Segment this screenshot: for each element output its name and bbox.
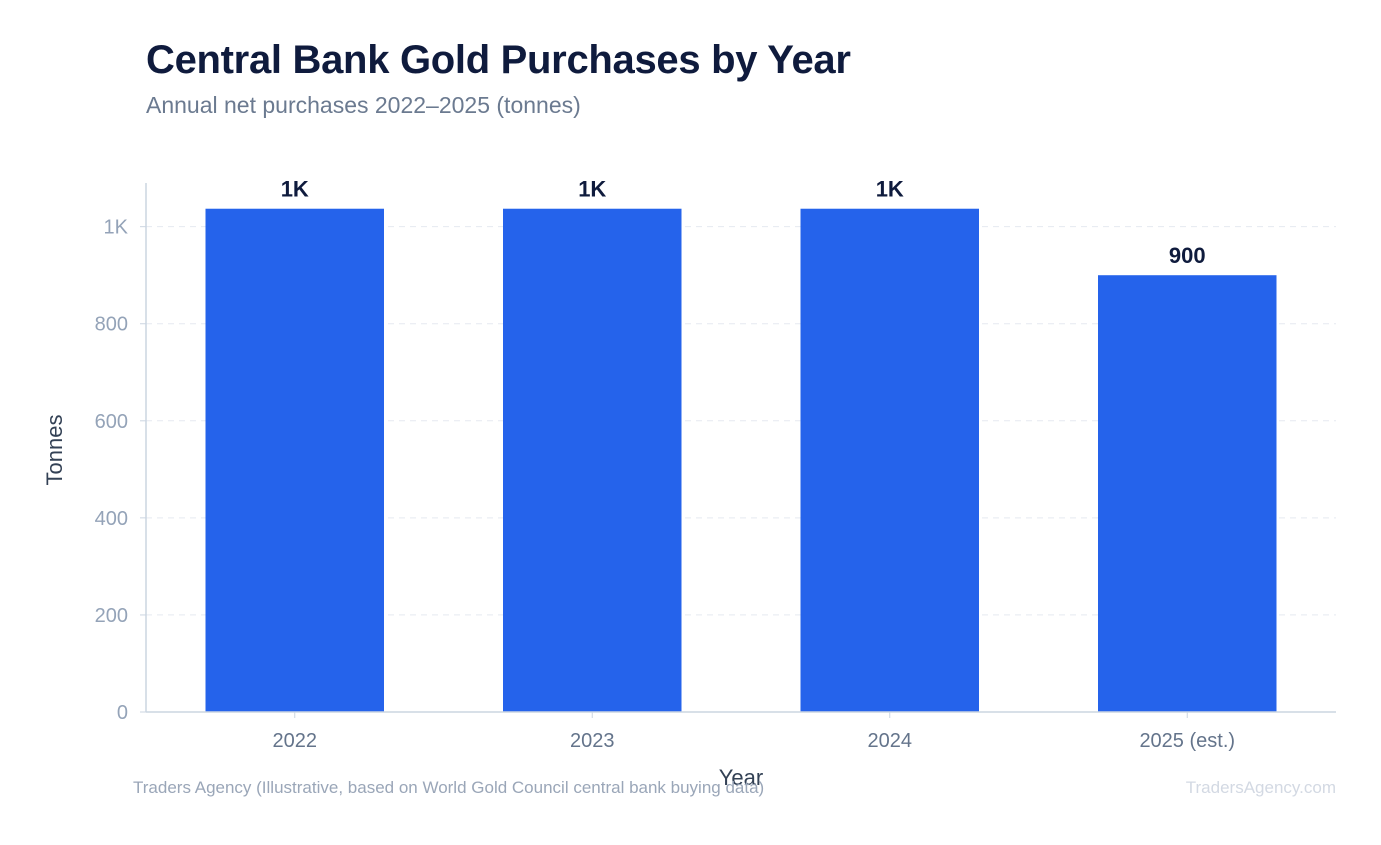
bar-value-label: 900: [1169, 243, 1206, 268]
bar-value-label: 1K: [578, 177, 606, 202]
y-tick-label: 800: [95, 314, 128, 336]
y-tick-label: 600: [95, 411, 128, 433]
y-tick-label: 200: [95, 605, 128, 627]
bar[interactable]: [800, 208, 980, 712]
chart-title: Central Bank Gold Purchases by Year: [146, 38, 851, 82]
bar[interactable]: [503, 208, 682, 712]
x-tick-label: 2022: [273, 730, 318, 752]
brand-watermark: TradersAgency.com: [1185, 778, 1336, 797]
y-tick-label: 400: [95, 508, 128, 530]
y-tick-label: 0: [117, 702, 128, 724]
x-tick-label: 2023: [570, 730, 615, 752]
bar[interactable]: [205, 208, 385, 712]
chart-subtitle: Annual net purchases 2022–2025 (tonnes): [146, 92, 581, 118]
y-axis-title: Tonnes: [42, 415, 67, 486]
bars: 1K 1K 1K 900: [205, 177, 1277, 712]
axes: 0 200 400 600 800 1K 2022 2023 2024 2025 (est.): [95, 183, 1336, 752]
bar-value-label: 1K: [876, 177, 904, 202]
y-tick-label: 1K: [104, 217, 129, 239]
x-axis-title: Year: [719, 765, 763, 790]
bar-value-label: 1K: [281, 177, 309, 202]
bar[interactable]: [1098, 275, 1277, 712]
x-tick-label: 2025 (est.): [1139, 730, 1235, 752]
x-tick-label: 2024: [868, 730, 913, 752]
source-note: Traders Agency (Illustrative, based on W…: [133, 778, 765, 797]
